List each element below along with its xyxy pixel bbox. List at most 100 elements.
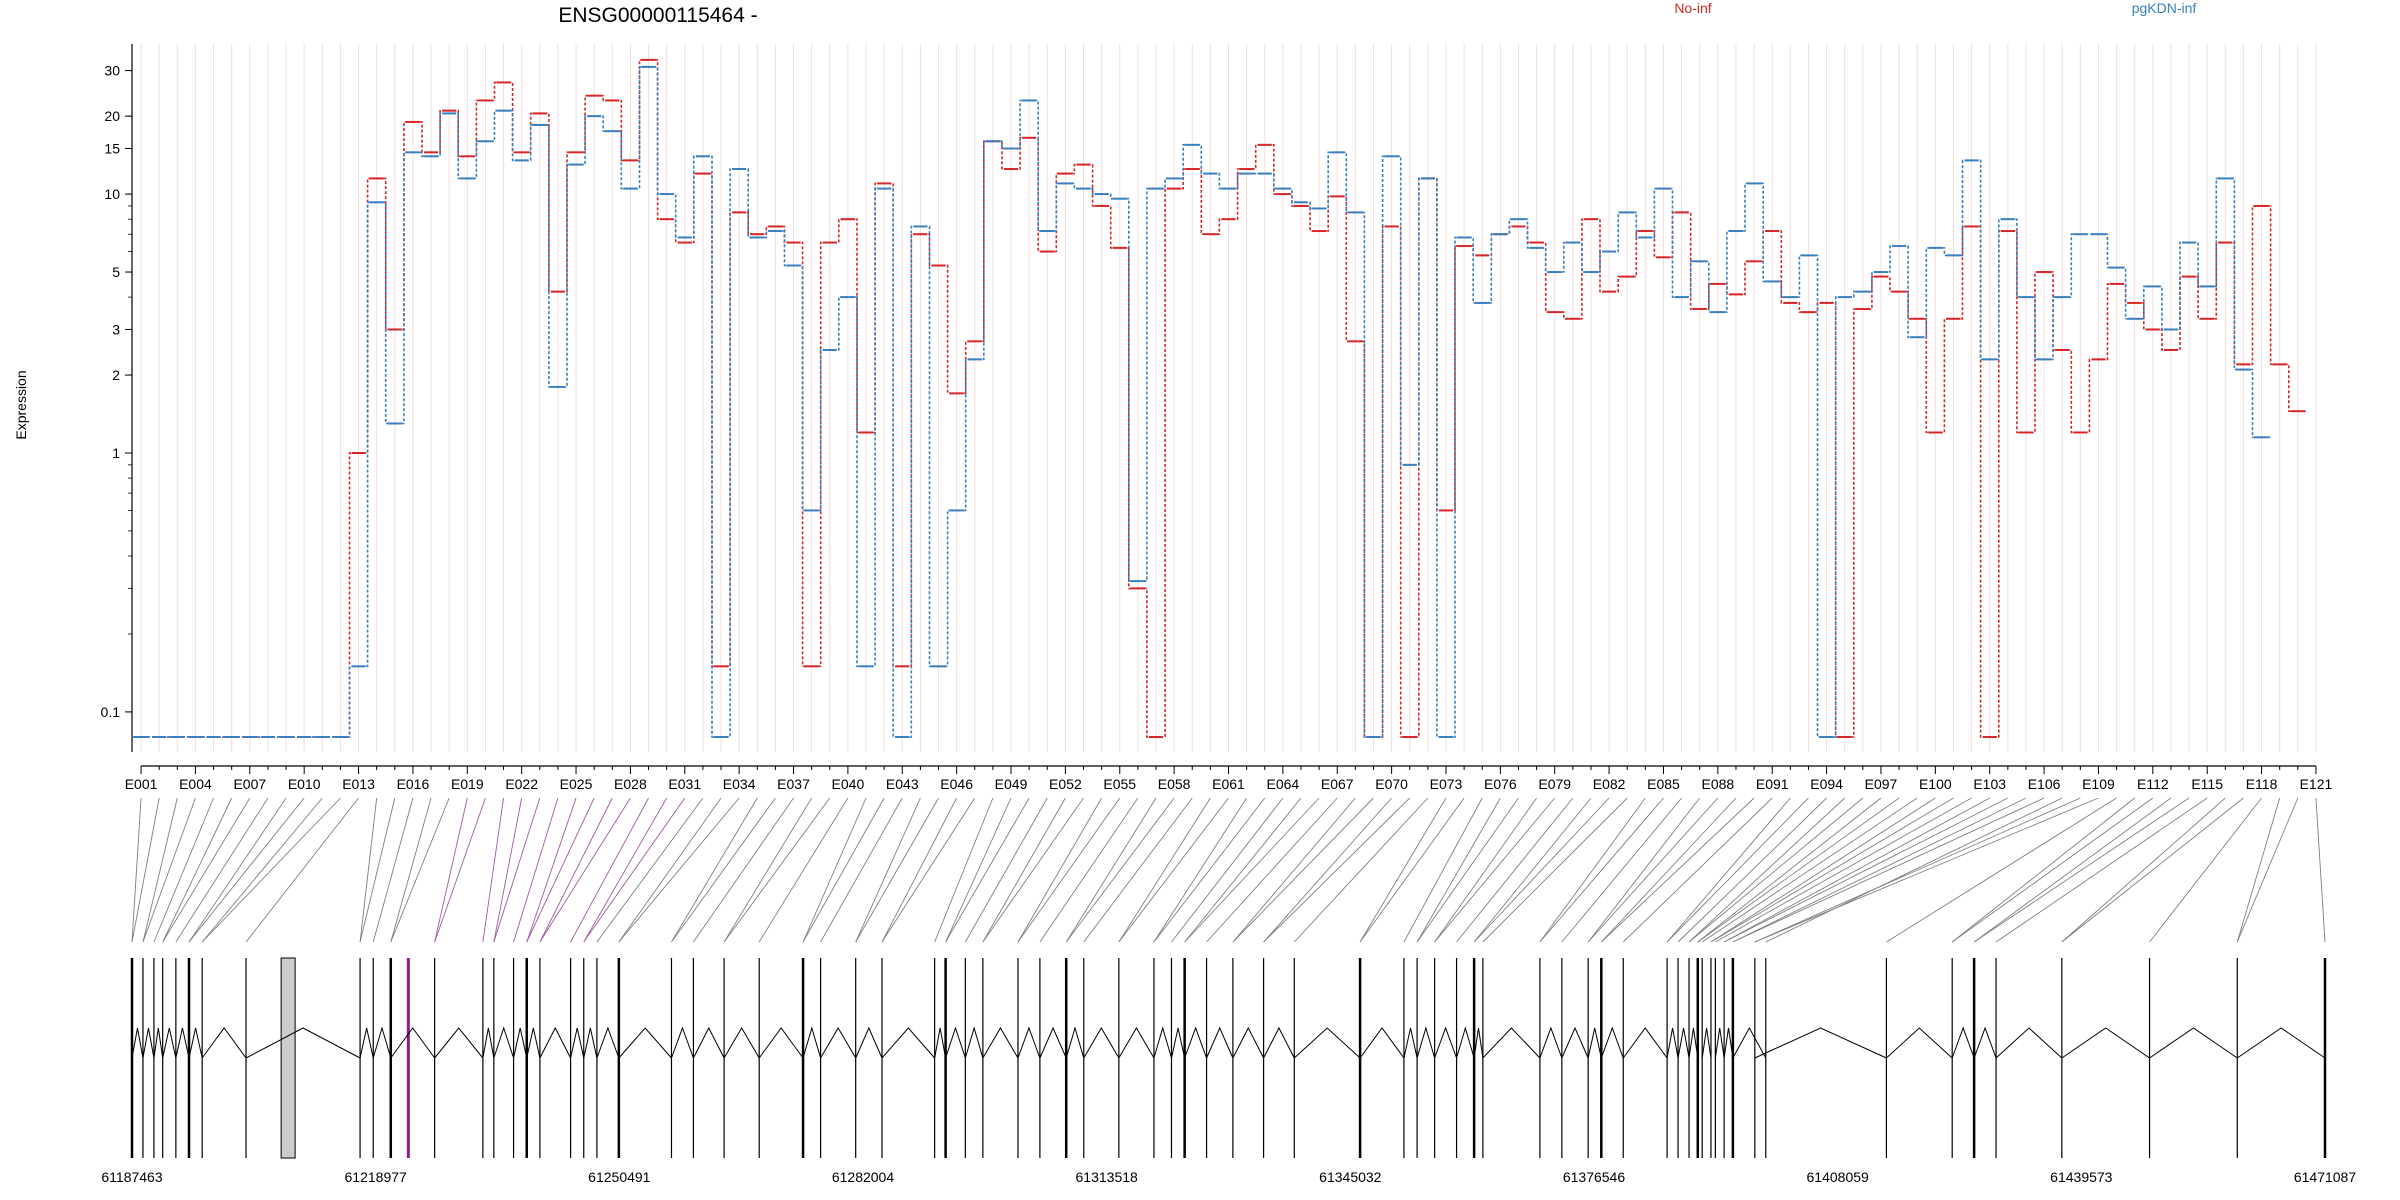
exon-connector xyxy=(359,797,396,943)
exon-connector xyxy=(1677,797,1827,943)
genomic-coordinate-label: 61345032 xyxy=(1319,1169,1382,1185)
exon-connector xyxy=(2061,797,2226,943)
exon-connector xyxy=(570,797,649,943)
intron xyxy=(162,1027,177,1059)
exon-connector xyxy=(1951,797,2154,943)
intron xyxy=(1561,1026,1589,1059)
exon-connector xyxy=(982,797,1084,943)
vertical-grid xyxy=(140,44,2317,752)
exon-connector xyxy=(539,797,631,943)
x-tick-label: E007 xyxy=(233,776,266,792)
exon-connector xyxy=(881,797,958,943)
exon-connector xyxy=(1697,797,1900,943)
exon-connector xyxy=(493,797,523,943)
intron xyxy=(1600,1026,1624,1059)
intron xyxy=(482,1027,495,1059)
x-tick-label: E094 xyxy=(1810,776,1843,792)
genomic-coordinate-label: 61250491 xyxy=(588,1169,651,1185)
genomic-coordinate-label: 61187463 xyxy=(101,1169,162,1185)
exon-connector xyxy=(131,797,160,943)
exon-connector xyxy=(1666,797,1791,943)
intron xyxy=(934,1027,947,1059)
exon-connector xyxy=(1561,797,1682,943)
y-tick-label: 10 xyxy=(104,186,120,202)
exon-connector xyxy=(153,797,214,943)
exon-connector xyxy=(802,797,867,943)
x-tick-label: E100 xyxy=(1919,776,1952,792)
x-tick-label: E052 xyxy=(1049,776,1082,792)
genomic-axis: 61187463 61218977 61250491 61282004 61313518… xyxy=(101,1169,2356,1185)
intron xyxy=(1039,1026,1067,1059)
exon-connector xyxy=(964,797,1048,943)
exon-connector xyxy=(390,797,432,943)
exon-connector xyxy=(1118,797,1211,943)
intron xyxy=(802,1026,822,1059)
exon-connector xyxy=(723,797,831,943)
intron xyxy=(1482,1027,1541,1059)
exon-connector xyxy=(671,797,776,943)
x-tick-label: E070 xyxy=(1375,776,1408,792)
y-tick-label: 0.1 xyxy=(101,704,121,720)
series-line-pgkdn-inf xyxy=(132,66,2271,738)
y-tick-label: 2 xyxy=(112,367,120,383)
intron xyxy=(1416,1026,1436,1059)
exon-connector xyxy=(1017,797,1103,943)
exon-connector xyxy=(2315,797,2326,943)
intron xyxy=(513,1027,528,1059)
intron xyxy=(723,1027,760,1059)
x-tick-label: E109 xyxy=(2082,776,2115,792)
exon-connector xyxy=(526,797,595,943)
intron xyxy=(1170,1027,1186,1059)
exon-connector xyxy=(434,797,486,943)
exon-connector xyxy=(945,797,1030,943)
intron xyxy=(1184,1026,1208,1059)
exon-connector xyxy=(982,797,1066,943)
intron xyxy=(175,1027,190,1059)
exon-connector xyxy=(1539,797,1664,943)
exon-connector xyxy=(723,797,813,943)
intron xyxy=(1666,1027,1679,1059)
exon-connector xyxy=(1434,797,1556,943)
exon-connector xyxy=(1184,797,1302,943)
exon-connector xyxy=(1973,797,2172,943)
intron xyxy=(2149,1027,2238,1059)
intron xyxy=(1688,1027,1699,1059)
exon-connector xyxy=(1232,797,1374,943)
intron xyxy=(1951,1026,1975,1059)
genomic-coordinate-label: 61439573 xyxy=(2050,1169,2113,1185)
exon-connector xyxy=(1973,797,2190,943)
exon-connector xyxy=(1206,797,1338,943)
intron xyxy=(1886,1027,1953,1059)
exon-connector xyxy=(482,797,504,943)
exon-connector xyxy=(1263,797,1411,943)
exon-connector xyxy=(434,797,468,943)
chart-title: ENSG00000115464 - xyxy=(558,4,757,27)
exon-connector xyxy=(2236,797,2281,943)
x-tick-label: E025 xyxy=(560,776,593,792)
exon-connector xyxy=(1688,797,1864,943)
y-tick-label: 15 xyxy=(104,141,120,157)
exon-connector xyxy=(359,797,378,943)
exon-connector xyxy=(1666,797,1809,943)
x-tick-label: E076 xyxy=(1484,776,1517,792)
intron xyxy=(359,1027,374,1059)
exon-connector xyxy=(162,797,251,943)
intron xyxy=(1677,1027,1690,1059)
x-tick-label: E082 xyxy=(1593,776,1626,792)
x-tick-label: E034 xyxy=(723,776,756,792)
exon-connector xyxy=(1723,797,2009,943)
x-tick-label: E046 xyxy=(940,776,973,792)
exon-connector xyxy=(526,797,577,943)
intron xyxy=(1995,1027,2063,1059)
intron xyxy=(153,1027,164,1059)
exon-connector xyxy=(1723,797,1990,943)
genomic-coordinate-label: 61218977 xyxy=(345,1169,408,1185)
exon-connector xyxy=(618,797,740,943)
exon-connector xyxy=(1293,797,1429,943)
intron xyxy=(1403,1027,1418,1059)
x-tick-label: E085 xyxy=(1647,776,1680,792)
exon-connector xyxy=(583,797,686,943)
exon-connector xyxy=(1587,797,1701,943)
intron xyxy=(142,1027,155,1059)
x-tick-label: E055 xyxy=(1103,776,1136,792)
